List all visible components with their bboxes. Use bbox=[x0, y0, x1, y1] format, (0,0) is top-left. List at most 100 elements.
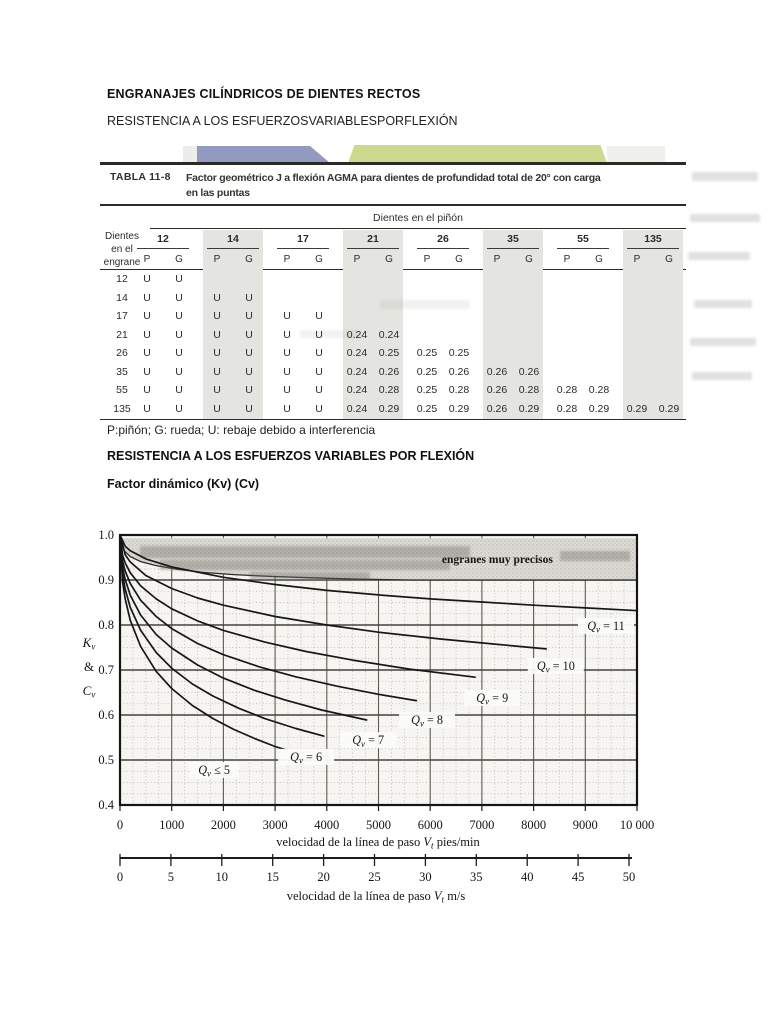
pinion-teeth-header: 12 bbox=[157, 233, 169, 245]
x-tick-label: 3000 bbox=[263, 818, 288, 832]
decorative-shape-green bbox=[348, 145, 607, 163]
ms-tick-label: 25 bbox=[368, 870, 381, 884]
section-heading: RESISTENCIA A LOS ESFUERZOS VARIABLES PO… bbox=[107, 449, 475, 463]
y-tick-label: 0.8 bbox=[98, 618, 114, 632]
x-tick-label: 5000 bbox=[366, 818, 391, 832]
pg-header: P bbox=[143, 254, 151, 265]
x-tick-label: 8000 bbox=[521, 818, 546, 832]
table-cell: U bbox=[315, 365, 323, 378]
ms-tick-label: 10 bbox=[216, 870, 229, 884]
pinion-teeth-header: 35 bbox=[507, 233, 519, 245]
y-tick-label: 1.0 bbox=[98, 528, 114, 542]
pg-header: P bbox=[353, 254, 361, 265]
pinion-header-underline bbox=[137, 248, 189, 249]
table-row-label: 55 bbox=[116, 384, 128, 397]
scan-smudge bbox=[690, 338, 756, 346]
pg-header: P bbox=[213, 254, 221, 265]
curve-label-bg-qv-6 bbox=[278, 748, 335, 765]
table-cell: U bbox=[175, 328, 183, 341]
table-caption-line2: en las puntas bbox=[186, 186, 250, 199]
page-subtitle: RESISTENCIA A LOS ESFUERZOSVARIABLESPORF… bbox=[107, 114, 458, 128]
table-cell: 0.24 bbox=[346, 384, 368, 397]
table-bottom-rule bbox=[100, 419, 686, 421]
curve-label-bg-qv-5 bbox=[189, 761, 240, 778]
table-caption: Factor geométrico J a flexión AGMA para … bbox=[186, 171, 686, 200]
x-tick-label: 0 bbox=[117, 818, 123, 832]
table-cell: U bbox=[143, 273, 151, 285]
table-row-label: 26 bbox=[116, 347, 128, 360]
curve-label-qv-9: Qv = 9 bbox=[476, 691, 508, 707]
curve-label-qv-11: Qv = 11 bbox=[587, 619, 625, 635]
table-cell: 0.25 bbox=[378, 347, 400, 360]
x-tick-label: 9000 bbox=[573, 818, 598, 832]
pinion-teeth-header: 55 bbox=[577, 233, 589, 245]
decorative-shape-pale bbox=[607, 146, 665, 163]
pinion-header-underline bbox=[627, 248, 679, 249]
table-cell: U bbox=[175, 402, 183, 415]
table-cell: U bbox=[175, 365, 183, 378]
y-tick-label: 0.9 bbox=[98, 573, 114, 587]
x-tick-label: 2000 bbox=[211, 818, 236, 832]
table-cell: U bbox=[213, 402, 221, 415]
table-cell: U bbox=[245, 402, 253, 415]
curve-label-qv-6: Qv = 6 bbox=[290, 750, 322, 766]
pg-header: G bbox=[245, 254, 253, 265]
table-cell: 0.26 bbox=[486, 365, 508, 378]
curve-qv-7 bbox=[119, 534, 368, 721]
pg-header: G bbox=[665, 254, 673, 265]
table-caption-line1: Factor geométrico J a flexión AGMA para … bbox=[186, 172, 601, 184]
table-cell: 0.24 bbox=[346, 347, 368, 360]
table-cell: 0.26 bbox=[486, 402, 508, 415]
decorative-shape-blue bbox=[197, 146, 330, 163]
subsection-heading: Factor dinámico (Kv) (Cv) bbox=[107, 477, 260, 491]
table-cell: U bbox=[143, 328, 151, 341]
pg-header: P bbox=[423, 254, 431, 265]
x-axis-title: velocidad de la línea de paso Vt pies/mi… bbox=[276, 835, 480, 851]
scan-smudge bbox=[690, 214, 760, 222]
table-cell: U bbox=[143, 347, 151, 360]
table-cell: U bbox=[245, 328, 253, 341]
table-cell: 0.28 bbox=[556, 402, 578, 415]
table-cell: U bbox=[283, 402, 291, 415]
x-tick-label: 4000 bbox=[314, 818, 339, 832]
ms-tick-label: 15 bbox=[266, 870, 279, 884]
curve-label-qv-5: Qv ≤ 5 bbox=[198, 763, 230, 779]
scan-smudge bbox=[380, 300, 470, 309]
stub-header-line: engrane bbox=[103, 257, 141, 268]
shaded-column bbox=[343, 230, 403, 419]
table-cell: U bbox=[175, 310, 183, 323]
curve-label-qv-7: Qv = 7 bbox=[352, 733, 384, 749]
pg-header: P bbox=[633, 254, 641, 265]
table-cell: 0.26 bbox=[518, 365, 540, 378]
table-cell: U bbox=[245, 384, 253, 397]
pinion-header-rule bbox=[150, 228, 686, 229]
pinion-teeth-header: 14 bbox=[227, 233, 239, 245]
table-cell: 0.28 bbox=[448, 384, 470, 397]
curve-qv-11 bbox=[119, 534, 638, 612]
table-cell: U bbox=[245, 365, 253, 378]
table-cell: U bbox=[213, 384, 221, 397]
table-cell: U bbox=[143, 310, 151, 323]
table-header-rule bbox=[100, 204, 686, 206]
table-cell: 0.24 bbox=[346, 402, 368, 415]
table-cell: U bbox=[283, 365, 291, 378]
shaded-column bbox=[203, 230, 263, 419]
scan-smudge bbox=[688, 252, 750, 260]
x-tick-label: 6000 bbox=[418, 818, 443, 832]
table-cell: U bbox=[175, 384, 183, 397]
table-cell: U bbox=[175, 347, 183, 360]
table-cell: U bbox=[213, 310, 221, 323]
pinion-header-underline bbox=[207, 248, 259, 249]
ms-tick-label: 5 bbox=[168, 870, 174, 884]
band-label: engranes muy precisos bbox=[442, 554, 553, 566]
curve-qv-5 bbox=[119, 534, 288, 751]
ms-tick-label: 30 bbox=[419, 870, 432, 884]
pinion-teeth-header: 21 bbox=[367, 233, 379, 245]
stub-header-line: Dientes bbox=[105, 231, 139, 242]
ms-tick-label: 50 bbox=[623, 870, 636, 884]
shaded-column bbox=[483, 230, 543, 419]
ms-tick-label: 20 bbox=[317, 870, 330, 884]
pinion-header-underline bbox=[347, 248, 399, 249]
table-cell: 0.29 bbox=[626, 402, 648, 415]
